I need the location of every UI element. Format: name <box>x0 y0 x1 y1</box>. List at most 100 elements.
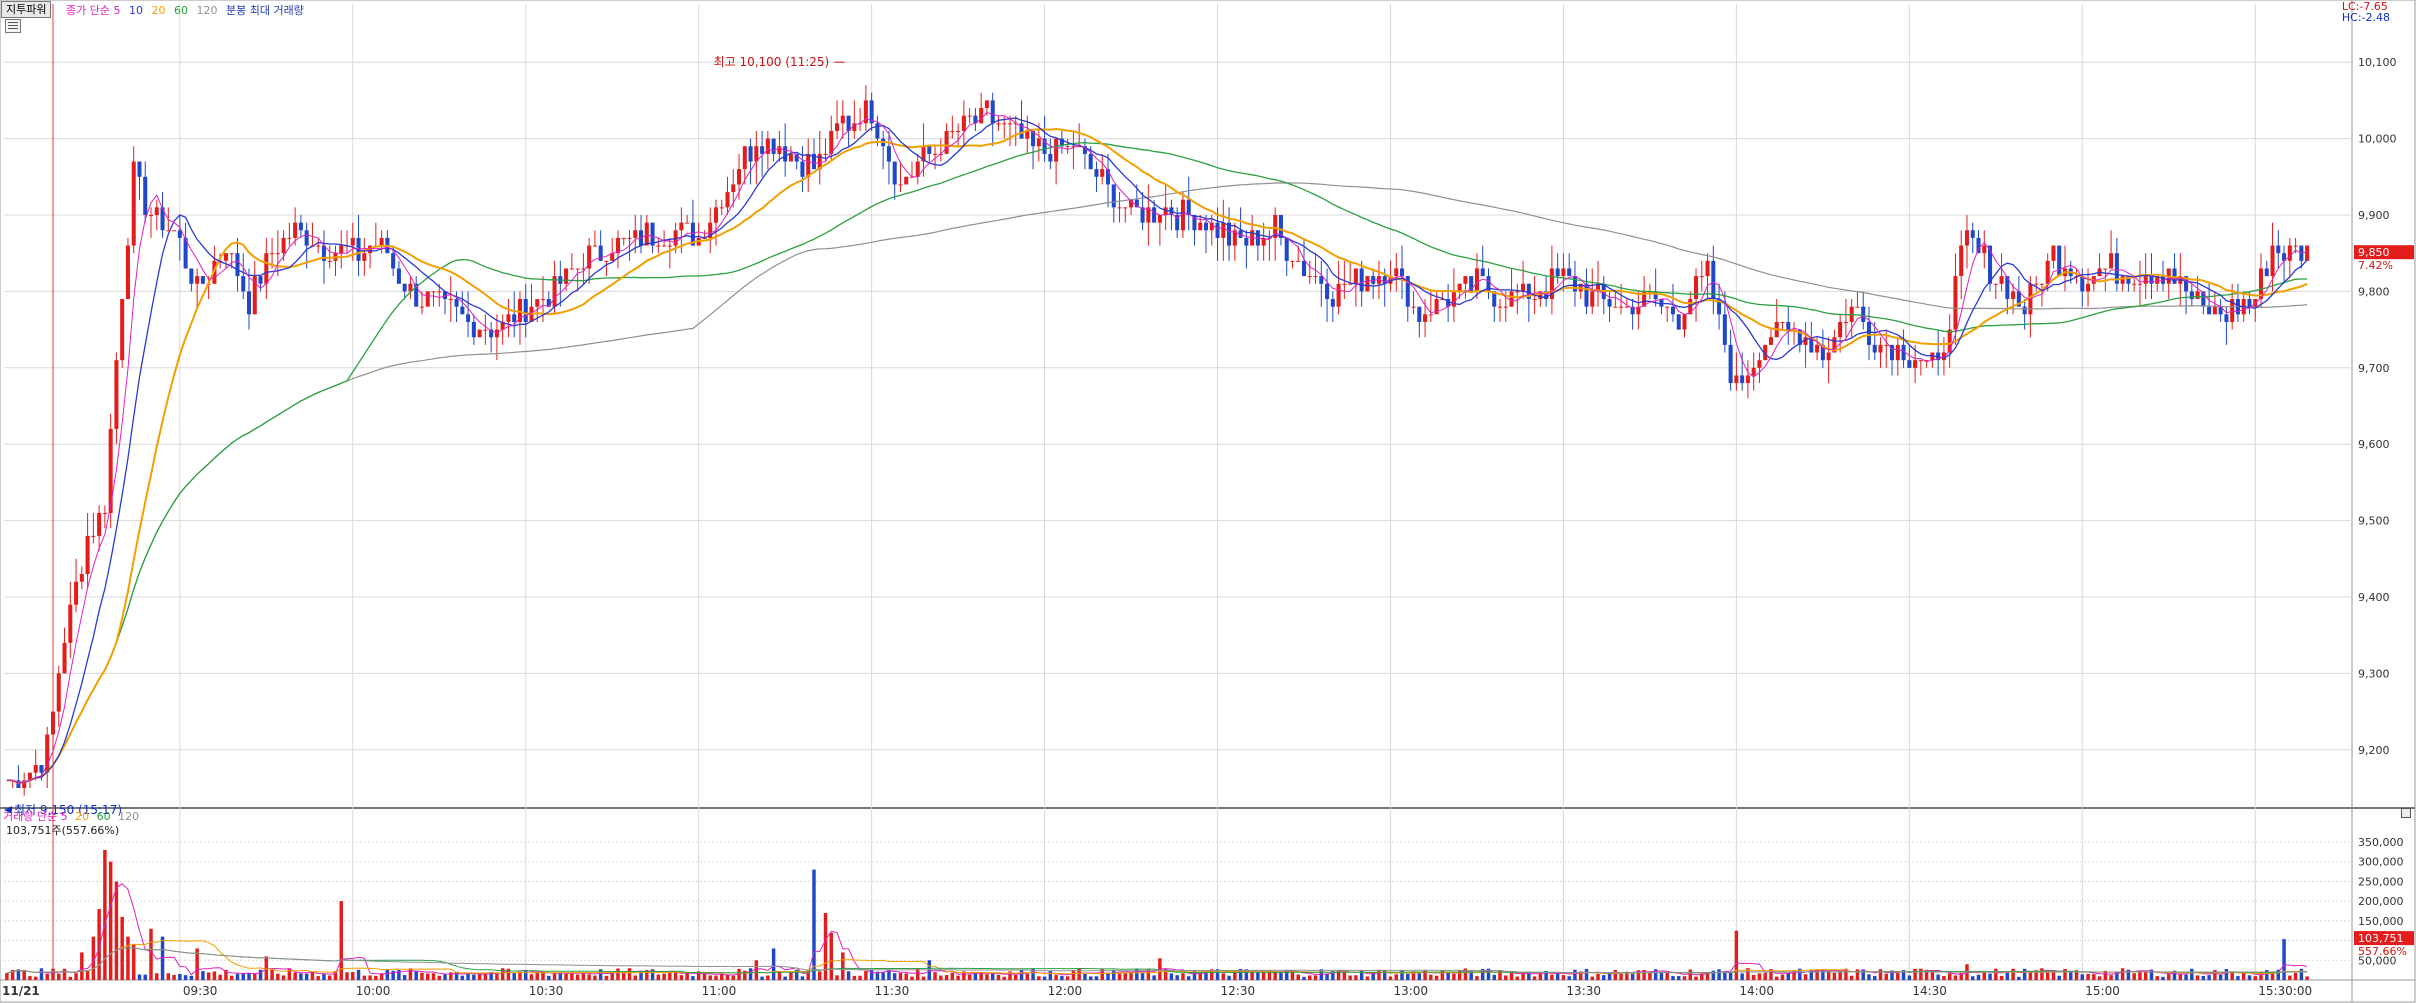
candle-body <box>1930 352 1935 361</box>
candle-body <box>1699 276 1704 278</box>
candle-body <box>137 161 142 177</box>
volume-bar <box>1988 973 1992 980</box>
candle-body <box>829 130 834 154</box>
volume-bar <box>489 971 493 980</box>
volume-bar <box>990 972 995 980</box>
candle-body <box>1734 375 1739 384</box>
candle-body <box>892 161 897 185</box>
candle-body <box>1111 184 1116 208</box>
candle-body <box>195 276 200 284</box>
volume-bar <box>1025 973 1030 980</box>
volume-bar <box>1469 972 1473 980</box>
candle-body <box>587 245 592 269</box>
volume-bar <box>2115 971 2119 980</box>
volume-legend: 거래량 단순 5 20 60 120 <box>3 808 143 824</box>
volume-bar <box>1740 973 1744 980</box>
volume-bar <box>1792 970 1796 980</box>
candle-body <box>656 245 661 247</box>
volume-bar <box>1359 970 1364 980</box>
volume-bar <box>2022 968 2027 980</box>
candle-body <box>927 146 932 154</box>
volume-bar <box>575 974 580 980</box>
candle-body <box>1319 276 1324 284</box>
volume-bar <box>2236 976 2240 980</box>
candle-body <box>996 123 1001 125</box>
volume-bar <box>1233 970 1237 980</box>
candle-body <box>1129 199 1134 208</box>
stock-name-tab[interactable]: 지투파워 <box>1 1 52 18</box>
volume-bar <box>622 972 626 980</box>
candle-body <box>898 184 903 186</box>
candle-body <box>200 276 205 284</box>
menu-icon[interactable] <box>5 19 21 33</box>
candle-body <box>1832 337 1837 353</box>
volume-bar <box>460 975 465 980</box>
candle-body <box>1417 306 1422 322</box>
volume-bar <box>2034 970 2038 980</box>
volume-bar <box>685 972 689 980</box>
candle-body <box>241 276 246 292</box>
candle-body <box>1590 291 1595 307</box>
candle-body <box>1123 207 1128 209</box>
candle-body <box>1278 215 1283 238</box>
candle-body <box>1624 306 1629 308</box>
volume-bar <box>1625 971 1629 980</box>
candle-body <box>1642 291 1647 307</box>
volume-bar <box>1803 974 1808 980</box>
candle-body <box>915 161 920 177</box>
candle-body <box>1457 283 1462 292</box>
candle-body <box>984 100 989 109</box>
candle-body <box>22 780 27 788</box>
candle-body <box>2114 253 2119 284</box>
legend-ma120: 120 <box>196 4 218 17</box>
volume-bar <box>1705 972 1710 980</box>
candle-body <box>1636 306 1641 315</box>
volume-bar <box>316 976 320 980</box>
candle-body <box>1768 337 1773 345</box>
candle-body <box>1307 276 1312 278</box>
volume-bar <box>1325 973 1329 980</box>
candle-body <box>708 222 713 238</box>
volume-bar <box>431 973 436 980</box>
ma60-line <box>6 142 2308 784</box>
volume-bar <box>1417 973 1422 980</box>
candle-body <box>2155 276 2160 284</box>
candle-body <box>1924 360 1929 362</box>
candle-body <box>1999 276 2004 284</box>
volume-panel-toggle[interactable] <box>2401 808 2411 818</box>
candle-body <box>1428 314 1433 316</box>
volume-bar <box>564 973 568 980</box>
volume-bar <box>1210 969 1214 980</box>
volume-bar <box>408 968 413 980</box>
volume-bar <box>2299 968 2304 980</box>
volume-bar <box>1786 972 1790 980</box>
candle-body <box>1538 291 1543 300</box>
volume-bar <box>506 968 511 980</box>
volume-bar <box>310 971 315 980</box>
volume-bar <box>1008 971 1012 980</box>
candle-body <box>1002 123 1007 125</box>
volume-bar <box>1573 969 1577 980</box>
volume-bar <box>224 969 228 980</box>
volume-bar <box>1999 975 2004 980</box>
low-arrow <box>4 806 12 814</box>
candle-body <box>1175 215 1180 231</box>
candle-body <box>512 314 517 322</box>
candle-body <box>281 237 286 254</box>
volume-bar <box>1371 972 1375 980</box>
candle-body <box>1227 222 1232 246</box>
candle-body <box>1503 306 1508 308</box>
candle-body <box>811 153 817 170</box>
volume-bar <box>956 975 960 980</box>
volume-bar <box>1971 976 1975 980</box>
volume-bar <box>541 972 545 980</box>
volume-bar <box>771 948 776 980</box>
candle-body <box>293 222 298 238</box>
candle-body <box>275 253 280 255</box>
candle-body <box>1146 207 1151 223</box>
volume-bar <box>668 972 672 980</box>
candle-body <box>1140 207 1145 223</box>
candle-body <box>1561 268 1566 277</box>
candle-body <box>16 780 21 788</box>
